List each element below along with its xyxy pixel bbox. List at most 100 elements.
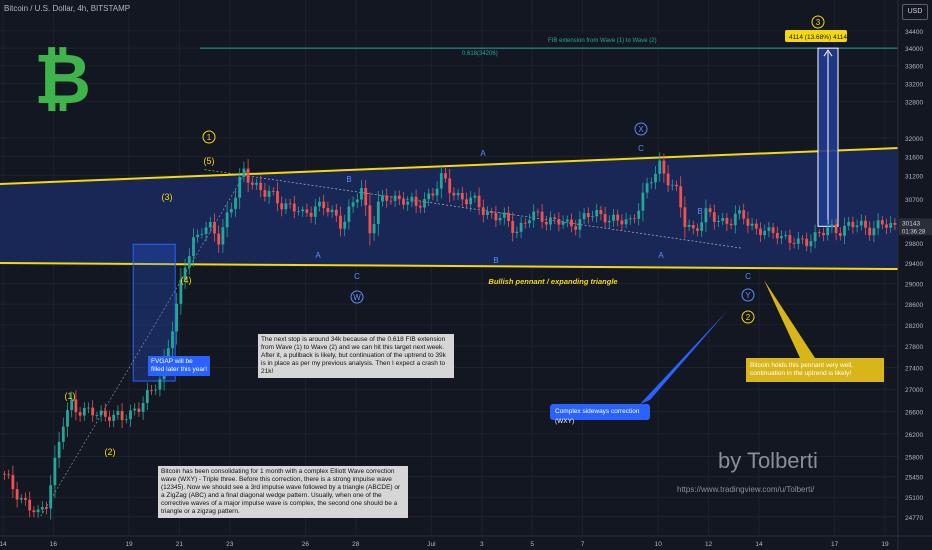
candle-body	[801, 238, 804, 240]
candle-body	[473, 195, 477, 198]
wave-label-a: A	[658, 251, 664, 260]
candle-body	[465, 199, 468, 205]
candle-body	[347, 206, 351, 222]
candle-body	[28, 499, 32, 511]
candle-body	[796, 238, 800, 244]
candle-body	[326, 208, 330, 213]
candle-body	[528, 220, 531, 224]
candle-body	[557, 218, 561, 225]
candle-body	[624, 219, 628, 225]
candle-body	[145, 390, 149, 404]
wxy-callout: Complex sideways correction (WXY)	[550, 404, 650, 425]
candle-body	[876, 220, 880, 229]
candle-body	[225, 212, 229, 228]
price-tick-label: 27800	[905, 344, 923, 351]
candle-body	[183, 267, 187, 280]
candle-body	[70, 399, 74, 411]
fib-level-label-bg	[546, 34, 659, 45]
candle-body	[565, 219, 569, 222]
candle-body	[574, 226, 578, 230]
candle-body	[733, 213, 737, 226]
price-tick-label: 29800	[905, 241, 923, 248]
major-wave-3: 3	[816, 18, 821, 27]
candle-body	[448, 178, 452, 193]
candle-body	[830, 224, 834, 228]
price-tick-label: 25800	[905, 455, 923, 462]
candle-body	[343, 221, 347, 229]
correction-dashed-line	[204, 169, 743, 249]
candle-body	[822, 232, 825, 236]
candle-body	[784, 235, 788, 237]
candle-body	[700, 222, 704, 231]
candle-body	[813, 232, 817, 242]
candle-body	[696, 228, 699, 231]
candle-body	[267, 190, 271, 197]
candle-body	[322, 201, 326, 209]
candle-body	[809, 241, 813, 247]
candle-body	[166, 348, 170, 360]
candle-body	[45, 507, 48, 509]
major-wave-2-ring	[741, 310, 755, 324]
price-tick-label: 26600	[905, 409, 923, 416]
candle-body	[721, 217, 725, 221]
candle-body	[838, 233, 842, 236]
price-tick-label: 28200	[905, 323, 923, 330]
wave-label-b: B	[346, 175, 351, 184]
candle-body	[616, 214, 620, 221]
candle-body	[486, 211, 489, 215]
candle-body	[32, 510, 36, 513]
time-tick-label: 23	[226, 541, 234, 548]
candle-body	[847, 221, 851, 226]
candle-body	[712, 212, 716, 222]
fib-level-label: FIB extension from Wave (1) to Wave (2)	[548, 38, 657, 44]
wave-label-c: C	[638, 144, 644, 153]
candle-body	[570, 219, 573, 227]
candle-body	[645, 183, 649, 193]
candle-body	[381, 195, 384, 202]
wave-label-w: W	[353, 293, 361, 302]
candle-body	[330, 209, 334, 213]
chart-title: Bitcoin / U.S. Dollar, 4h, BITSTAMP	[4, 4, 131, 13]
candle-body	[620, 220, 624, 225]
candle-body	[498, 217, 502, 221]
candle-body	[675, 184, 678, 187]
candle-body	[540, 211, 544, 222]
time-tick-label: 5	[530, 541, 534, 548]
candle-body	[452, 192, 456, 196]
candle-body	[360, 188, 363, 200]
price-tick-label: 25100	[905, 495, 923, 502]
candle-body	[108, 416, 111, 421]
candle-body	[229, 208, 233, 213]
wave-label-3: (3)	[162, 192, 173, 202]
candle-body	[851, 221, 855, 228]
candle-body	[385, 195, 389, 201]
analysis-note: The next stop is around 34k because of t…	[258, 334, 454, 378]
time-tick-label: 19	[125, 541, 133, 548]
price-tick-label: 33200	[905, 81, 923, 88]
price-tick-label: 27000	[905, 387, 923, 394]
time-tick-label: 12	[705, 541, 713, 548]
candle-body	[53, 457, 57, 486]
candle-body	[507, 212, 510, 222]
price-tick-label: 26200	[905, 432, 923, 439]
currency-badge[interactable]: USD	[902, 4, 928, 20]
candle-body	[49, 485, 53, 509]
target-label-bg	[785, 30, 847, 42]
candle-body	[196, 234, 200, 238]
candle-body	[242, 168, 246, 177]
price-tick-label: 31200	[905, 173, 923, 180]
candle-body	[204, 227, 208, 234]
candle-body	[767, 227, 771, 231]
candle-body	[431, 193, 435, 196]
candle-body	[759, 228, 762, 236]
candle-body	[582, 213, 586, 220]
price-tick-label: 30700	[905, 197, 923, 204]
time-tick-label: 28	[352, 541, 360, 548]
pennant-callout-pointer	[764, 280, 815, 358]
candle-body	[200, 233, 204, 235]
candle-body	[885, 224, 888, 228]
candle-body	[393, 195, 397, 201]
candle-body	[633, 218, 636, 220]
author-url[interactable]: https://www.tradingview.com/u/Tolberti/	[677, 485, 815, 494]
